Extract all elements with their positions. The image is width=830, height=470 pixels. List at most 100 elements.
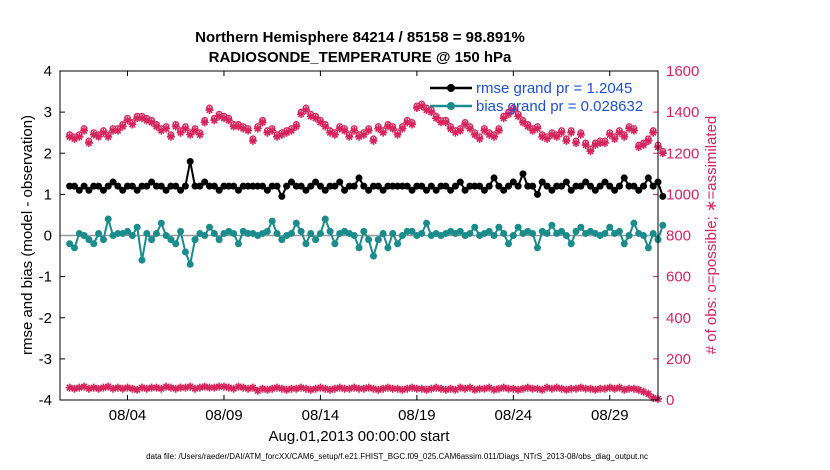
rmse-point — [606, 182, 614, 190]
rmse-point — [586, 182, 594, 190]
possible-obs-bottom-marker — [470, 385, 479, 394]
possible-obs-bottom-marker — [248, 383, 257, 392]
assimilated-obs-marker — [181, 124, 190, 133]
bias-point — [138, 256, 146, 264]
left-tick-label: 4 — [44, 63, 52, 80]
assimilated-obs-marker — [109, 126, 118, 135]
assimilated-obs-marker — [538, 132, 547, 141]
possible-obs-bottom-marker — [109, 384, 118, 393]
bias-point — [133, 223, 141, 231]
assimilated-obs-marker — [364, 126, 373, 135]
bias-point — [423, 219, 431, 227]
bias-point — [394, 240, 402, 248]
bias-point — [601, 229, 609, 237]
rmse-point — [85, 186, 93, 194]
assimilated-obs-marker — [514, 112, 523, 121]
possible-obs-bottom-marker — [258, 384, 267, 393]
bias-point — [649, 229, 657, 237]
assimilated-obs-marker — [412, 104, 421, 113]
possible-obs-bottom-marker — [162, 382, 171, 391]
bias-point — [505, 240, 512, 248]
assimilated-obs-marker — [128, 120, 137, 129]
assimilated-obs-marker — [80, 126, 89, 135]
assimilated-obs-marker — [547, 130, 556, 139]
rmse-point — [403, 182, 411, 190]
possible-obs-bottom-marker — [393, 384, 402, 393]
possible-obs-bottom-marker — [297, 383, 306, 392]
right-tick-label: 1200 — [666, 145, 699, 162]
rmse-point — [321, 186, 329, 194]
rmse-point — [640, 182, 648, 190]
possible-obs-bottom-marker — [321, 384, 330, 393]
possible-obs-bottom-marker — [330, 384, 339, 393]
rmse-point — [374, 182, 382, 190]
bias-point — [365, 236, 373, 244]
legend: rmse grand pr = 1.2045 bias grand pr = 0… — [430, 80, 643, 115]
possible-obs-bottom-marker — [181, 383, 190, 392]
rmse-point — [254, 182, 262, 190]
possible-obs-bottom-marker — [142, 384, 151, 393]
rmse-point — [524, 182, 532, 190]
assimilated-obs-marker — [557, 128, 566, 137]
assimilated-obs-marker — [658, 149, 667, 158]
rmse-point — [379, 186, 387, 194]
rmse-point — [558, 182, 566, 190]
bias-point — [490, 232, 498, 239]
bias-point — [143, 229, 151, 237]
rmse-point — [244, 182, 252, 190]
rmse-point — [625, 182, 633, 190]
x-axis-ticks: 08/04 08/09 08/14 08/19 08/24 08/29 — [109, 71, 629, 424]
bias-point — [471, 223, 479, 231]
possible-obs-bottom-marker — [591, 385, 600, 394]
assimilated-obs-marker — [301, 106, 310, 115]
bias-point — [85, 236, 93, 244]
possible-obs-bottom-marker — [244, 384, 253, 393]
possible-obs-bottom-marker — [644, 389, 653, 398]
rmse-point — [186, 157, 194, 165]
assimilated-obs-marker — [306, 112, 315, 121]
assimilated-obs-marker — [639, 141, 648, 150]
bias-point — [124, 227, 132, 235]
possible-obs-bottom-marker — [605, 383, 614, 392]
assimilated-obs-marker — [451, 128, 460, 137]
assimilated-obs-marker — [191, 126, 200, 135]
assimilated-obs-marker — [359, 130, 368, 139]
assimilated-obs-marker — [162, 124, 171, 133]
bias-point — [615, 227, 623, 235]
assimilated-obs-marker — [253, 124, 262, 133]
rmse-point — [75, 186, 83, 194]
bias-point — [418, 229, 426, 237]
assimilated-obs-marker — [219, 114, 228, 123]
rmse-point — [133, 186, 141, 194]
bias-point — [104, 215, 112, 223]
assimilated-obs-marker — [152, 122, 161, 131]
rmse-point — [201, 178, 209, 186]
bias-point — [157, 219, 165, 227]
possible-obs-bottom-marker — [625, 384, 634, 393]
bias-point — [331, 240, 339, 248]
rmse-point — [471, 182, 479, 190]
possible-obs-bottom-marker — [432, 383, 441, 392]
bias-point — [567, 240, 575, 248]
bias-point — [466, 229, 474, 237]
assimilated-obs-marker — [625, 124, 634, 133]
assimilated-obs-marker — [485, 130, 494, 139]
rmse-point — [119, 186, 127, 194]
rmse-point — [99, 186, 107, 194]
left-axis-ticks: 4 3 2 1 0 -1 -2 -3 -4 — [39, 63, 65, 409]
assimilated-obs-marker — [509, 106, 518, 115]
assimilated-obs-marker — [610, 134, 619, 143]
possible-obs-bottom-marker — [547, 384, 556, 393]
possible-obs-bottom-marker — [412, 384, 421, 393]
possible-obs-bottom-marker — [485, 383, 494, 392]
bias-point — [181, 248, 189, 256]
assimilated-obs-marker — [528, 126, 537, 135]
assimilated-obs-marker — [567, 128, 576, 137]
possible-obs-bottom-marker — [533, 384, 542, 393]
series-layer — [65, 100, 667, 403]
possible-obs-bottom-marker — [514, 385, 523, 394]
bias-point — [384, 244, 392, 252]
possible-obs-bottom-marker — [562, 385, 571, 394]
assimilated-obs-marker — [75, 132, 84, 141]
possible-obs-bottom-marker — [282, 385, 291, 394]
